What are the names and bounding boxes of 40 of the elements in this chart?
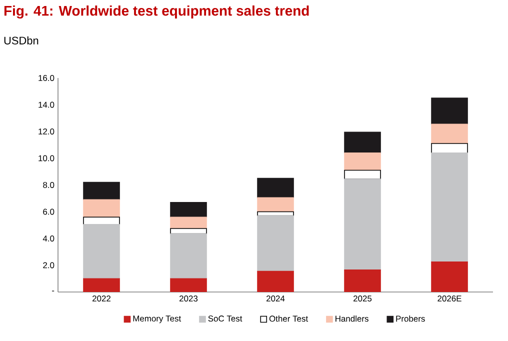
bar: [431, 152, 468, 262]
bar: [170, 216, 207, 229]
bar: [83, 182, 120, 200]
legend-label: Handlers: [336, 315, 368, 322]
bar: [344, 132, 381, 154]
y-tick-label: 14.0: [38, 102, 54, 108]
x-tick-label: 2022: [92, 296, 110, 302]
bar: [431, 143, 468, 154]
y-tick-label: 12.0: [38, 128, 54, 134]
bar: [83, 224, 120, 280]
y-tick-label: 6.0: [43, 208, 54, 215]
y-axis-title: USDbn: [4, 36, 38, 44]
legend-label: Other Test: [269, 315, 308, 322]
y-tick-label: 4.0: [42, 236, 54, 242]
bar: [344, 178, 381, 270]
x-tick-label: 2026E: [438, 296, 462, 302]
x-tick-label: 2023: [180, 296, 198, 302]
legend-label: Memory Test: [133, 316, 182, 324]
legend-label: SoC Test: [208, 316, 242, 322]
y-tick-label: -: [52, 290, 54, 292]
bar: [170, 228, 207, 234]
bar: [344, 170, 381, 180]
x-tick-label: 2025: [354, 296, 372, 302]
y-tick-label: 16.0: [38, 75, 54, 81]
x-tick-label: 2024: [266, 296, 285, 302]
bar: [83, 199, 120, 218]
y-tick-label: 10.0: [38, 155, 54, 162]
bar: [344, 152, 381, 171]
chart-title: Fig. 41: Worldwide test equipment sales trend: [4, 5, 309, 19]
bar: [83, 216, 120, 225]
bar: [257, 178, 294, 198]
y-tick-label: 8.0: [43, 182, 54, 188]
y-tick-label: 2.0: [43, 262, 54, 268]
bar: [170, 233, 207, 280]
bar: [257, 197, 294, 212]
legend-label: Probers: [396, 315, 425, 322]
bar: [257, 215, 294, 272]
bar: [431, 124, 468, 144]
bar: [431, 98, 468, 125]
bar: [170, 202, 207, 218]
